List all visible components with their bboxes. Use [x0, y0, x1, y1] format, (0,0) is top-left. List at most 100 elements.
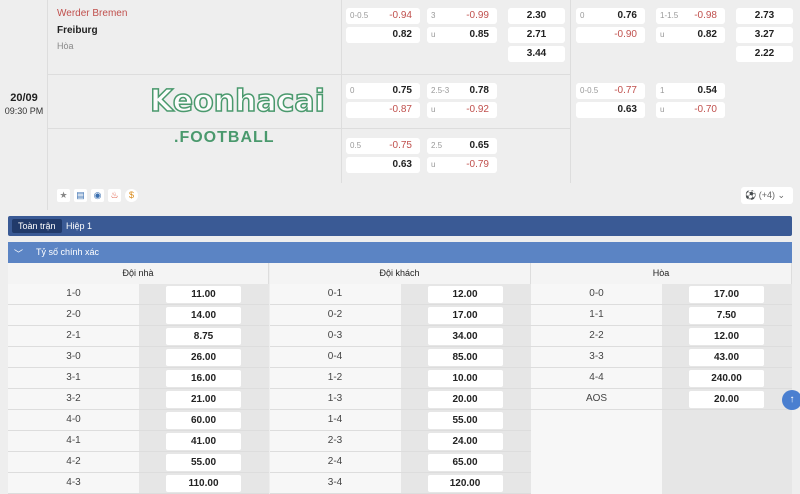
- eye-icon[interactable]: ◉: [91, 189, 104, 202]
- line-label: 3: [431, 11, 436, 20]
- h1-handicap-away[interactable]: 0.63: [576, 102, 645, 118]
- section-header-correct-score[interactable]: ﹀ Tỷ số chính xác: [8, 242, 792, 263]
- table-row: 0-1 12.00: [269, 284, 531, 305]
- odds-cell: 11.00: [139, 284, 269, 304]
- odds-button[interactable]: 17.00: [689, 286, 764, 303]
- line-label: u: [660, 30, 665, 39]
- odds-button[interactable]: 65.00: [427, 454, 503, 471]
- odds-cell: 12.00: [400, 284, 531, 304]
- score-label: 1-0: [66, 288, 81, 299]
- coin-icon[interactable]: $: [125, 189, 138, 202]
- match-time: 20/09 09:30 PM: [0, 0, 48, 210]
- odds-button[interactable]: 34.00: [427, 328, 503, 345]
- h1-1x2-odds[interactable]: 3.27: [736, 27, 793, 43]
- odds-value: 2.71: [526, 29, 547, 40]
- table-row: 0-2 17.00: [269, 305, 531, 326]
- handicap-home[interactable]: 0.5 -0.75: [346, 138, 420, 154]
- odds-button[interactable]: 7.50: [689, 307, 764, 324]
- score-label: 0-4: [327, 351, 343, 362]
- more-markets-button[interactable]: ⚽ (+4) ⌄: [741, 187, 793, 204]
- odds-button[interactable]: 24.00: [427, 433, 503, 450]
- chevron-double-down-icon: ⌄: [777, 190, 786, 200]
- score-label: 2-2: [589, 330, 604, 341]
- h1-over-odds[interactable]: 1 0.54: [656, 83, 725, 99]
- chevron-down-icon: ﹀: [14, 249, 24, 259]
- odds-button[interactable]: 17.00: [427, 307, 503, 324]
- empty-cell: [662, 410, 792, 494]
- odds-value: -0.79: [466, 159, 489, 170]
- under-odds[interactable]: u -0.79: [427, 157, 497, 173]
- odds-cell: 120.00: [400, 473, 531, 493]
- odds-button[interactable]: 26.00: [166, 349, 241, 366]
- odds-value: 0.65: [469, 140, 489, 151]
- odds-button[interactable]: 43.00: [689, 349, 764, 366]
- handicap-home[interactable]: 0 0.75: [346, 83, 420, 99]
- odds-button[interactable]: 12.00: [689, 328, 764, 345]
- odds-value: 2.73: [754, 10, 775, 21]
- odds-button[interactable]: 41.00: [166, 433, 241, 450]
- h1-handicap-home[interactable]: 0 0.76: [576, 8, 645, 24]
- home-team[interactable]: Werder Bremen: [57, 8, 128, 19]
- odds-button[interactable]: 10.00: [427, 370, 503, 387]
- h1-handicap-home[interactable]: 0-0.5 -0.77: [576, 83, 645, 99]
- scroll-top-button[interactable]: ↑: [782, 390, 800, 410]
- odds-button[interactable]: 11.00: [166, 286, 241, 303]
- table-row: 2-0 14.00: [8, 305, 269, 326]
- odds-button[interactable]: 85.00: [427, 349, 503, 366]
- h1-1x2-odds[interactable]: 2.22: [736, 46, 793, 62]
- match-date: 20/09: [10, 92, 38, 104]
- odds-button[interactable]: 20.00: [689, 391, 764, 408]
- score-label: AOS: [585, 393, 608, 404]
- odds-button[interactable]: 20.00: [427, 391, 503, 408]
- over-odds[interactable]: 3 -0.99: [427, 8, 497, 24]
- odds-button[interactable]: 240.00: [689, 370, 764, 387]
- handicap-home[interactable]: 0-0.5 -0.94: [346, 8, 420, 24]
- h1-1x2-odds[interactable]: 2.73: [736, 8, 793, 24]
- over-odds[interactable]: 2.5 0.65: [427, 138, 497, 154]
- odds-value: -0.98: [694, 10, 717, 21]
- away-team[interactable]: Freiburg: [57, 25, 98, 36]
- handicap-away[interactable]: 0.82: [346, 27, 420, 43]
- 1x2-odds[interactable]: 2.30: [508, 8, 565, 24]
- column-2: Hòa 0-0 17.00 1-1 7.50 2-2 12.00 3-3 43.00 4-4 240…: [531, 263, 792, 494]
- odds-button[interactable]: 21.00: [166, 391, 241, 408]
- table-row: 3-0 26.00: [8, 347, 269, 368]
- odds-cell: 34.00: [400, 326, 531, 346]
- 1x2-odds[interactable]: 3.44: [508, 46, 565, 62]
- 1x2-odds[interactable]: 2.71: [508, 27, 565, 43]
- odds-button[interactable]: 8.75: [166, 328, 241, 345]
- handicap-away[interactable]: -0.87: [346, 102, 420, 118]
- odds-value: 0.63: [617, 104, 637, 115]
- tab-first-half[interactable]: Hiệp 1: [66, 221, 93, 231]
- score-label: 3-2: [66, 393, 81, 404]
- odds-button[interactable]: 14.00: [166, 307, 241, 324]
- odds-value: 0.85: [469, 29, 489, 40]
- stats-icon[interactable]: ▤: [74, 189, 87, 202]
- odds-button[interactable]: 12.00: [427, 286, 503, 303]
- star-icon[interactable]: ★: [57, 189, 70, 202]
- h1-under-odds[interactable]: u -0.70: [656, 102, 725, 118]
- odds-value: -0.90: [614, 29, 637, 40]
- under-odds[interactable]: u 0.85: [427, 27, 497, 43]
- odds-cell: 55.00: [139, 452, 269, 472]
- h1-under-odds[interactable]: u 0.82: [656, 27, 725, 43]
- h1-over-odds[interactable]: 1-1.5 -0.98: [656, 8, 725, 24]
- handicap-away[interactable]: 0.63: [346, 157, 420, 173]
- tab-full-match[interactable]: Toàn trận: [12, 219, 62, 233]
- odds-cell: 26.00: [139, 347, 269, 367]
- over-odds[interactable]: 2.5-3 0.78: [427, 83, 497, 99]
- match-icons: ★ ▤ ◉ ♨ $: [57, 189, 138, 202]
- odds-cell: 7.50: [662, 305, 792, 325]
- score-label: 4-4: [589, 372, 604, 383]
- under-odds[interactable]: u -0.92: [427, 102, 497, 118]
- odds-cell: 60.00: [139, 410, 269, 430]
- odds-button[interactable]: 60.00: [166, 412, 241, 429]
- fire-icon[interactable]: ♨: [108, 189, 121, 202]
- odds-button[interactable]: 55.00: [427, 412, 503, 429]
- h1-handicap-away[interactable]: -0.90: [576, 27, 645, 43]
- score-label: 3-4: [327, 477, 343, 488]
- odds-button[interactable]: 16.00: [166, 370, 241, 387]
- odds-cell: 41.00: [139, 431, 269, 451]
- score-label: 2-0: [66, 309, 81, 320]
- odds-button[interactable]: 55.00: [166, 454, 241, 471]
